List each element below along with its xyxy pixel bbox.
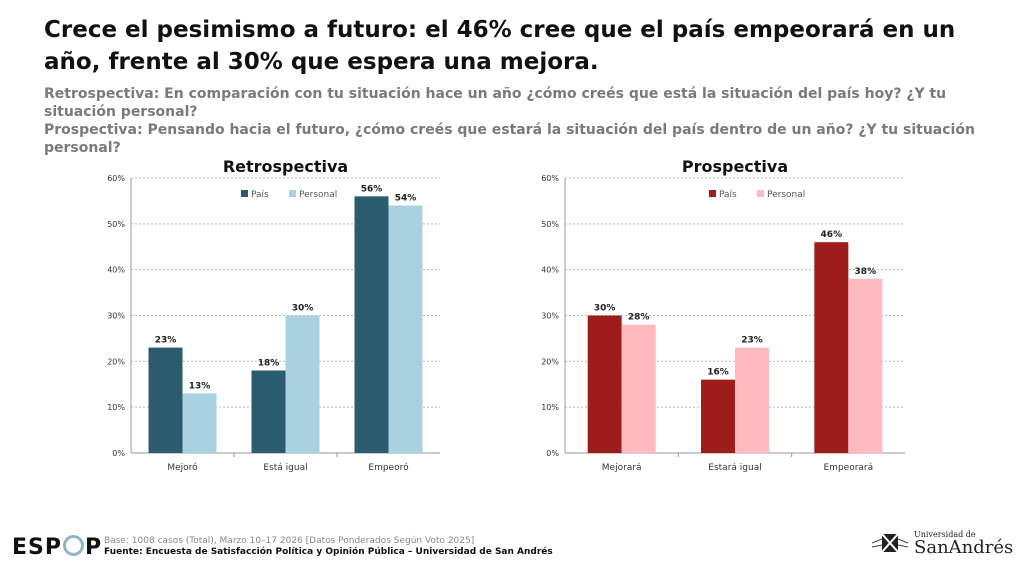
subtitle-prospective: Prospectiva: Pensando hacia el futuro, ¿… <box>44 122 975 156</box>
bar-país <box>148 347 183 453</box>
data-label: 56% <box>361 184 383 194</box>
page-title: Crece el pesimismo a futuro: el 46% cree… <box>44 17 956 75</box>
legend-label: Personal <box>299 190 337 200</box>
data-label: 13% <box>189 381 211 391</box>
bar-personal <box>848 278 883 453</box>
y-tick-label: 50% <box>107 220 125 229</box>
data-label: 28% <box>628 313 650 323</box>
legend-label: Personal <box>767 190 805 200</box>
legend-swatch <box>757 190 764 197</box>
x-tick-label: Mejoró <box>167 462 198 473</box>
data-label: 16% <box>707 368 729 378</box>
x-tick-label: Empeoró <box>368 462 409 473</box>
shield-icon <box>871 532 909 553</box>
bar-personal <box>285 315 320 453</box>
subtitle-retrospective: Retrospectiva: En comparación con tu sit… <box>44 86 947 120</box>
chart-title: Prospectiva <box>682 157 788 176</box>
legend-swatch <box>709 190 716 197</box>
x-tick-label: Estará igual <box>708 463 761 473</box>
chart-prospectiva: Prospectiva 0% 10% 20% 30% 40% 50% 60% Mejorará 3… <box>541 157 905 473</box>
data-label: 54% <box>395 194 417 204</box>
data-label: 46% <box>821 230 843 240</box>
y-tick-label: 40% <box>541 266 559 275</box>
bar-personal <box>735 347 769 453</box>
data-label: 23% <box>741 336 763 346</box>
bar-país <box>814 242 849 453</box>
logo-text-bottom: SanAndrés <box>914 537 1014 558</box>
footer-base: Base: 1008 casos (Total), Marzo 10–17 20… <box>104 536 475 546</box>
data-label: 18% <box>258 359 280 369</box>
legend-swatch <box>289 190 296 197</box>
y-tick-label: 10% <box>107 403 125 412</box>
chart-retrospectiva: Retrospectiva 0% 10% 20% 30% 40% 50% 60% Mejoró 2… <box>107 157 440 473</box>
legend-swatch <box>241 190 248 197</box>
y-tick-label: 10% <box>541 403 559 412</box>
y-tick-label: 60% <box>107 174 125 183</box>
espop-logo: ESP P <box>12 535 103 560</box>
bar-país <box>251 370 286 453</box>
bar-personal <box>621 324 656 453</box>
data-label: 23% <box>155 336 177 346</box>
y-tick-label: 30% <box>107 312 125 321</box>
x-tick-label: Empeorará <box>824 463 874 473</box>
bar-país <box>354 196 389 454</box>
bar-país <box>587 315 622 453</box>
y-tick-label: 60% <box>541 174 559 183</box>
bar-país <box>701 379 735 453</box>
y-tick-label: 40% <box>107 266 125 275</box>
y-tick-label: 30% <box>541 312 559 321</box>
bar-personal <box>182 393 217 453</box>
data-label: 30% <box>594 304 616 314</box>
legend-label: País <box>719 190 737 200</box>
x-tick-label: Mejorará <box>602 463 642 473</box>
y-tick-label: 50% <box>541 220 559 229</box>
data-label: 30% <box>292 304 314 314</box>
data-label: 38% <box>855 267 877 277</box>
logo-text-top: Universidad de <box>914 530 976 539</box>
universidad-logo: Universidad de SanAndrés <box>870 530 1013 557</box>
y-tick-label: 20% <box>541 357 559 366</box>
y-tick-label: 0% <box>112 449 125 458</box>
chart-title: Retrospectiva <box>223 157 348 176</box>
x-tick-label: Está igual <box>263 463 307 473</box>
y-tick-label: 0% <box>546 449 559 458</box>
footer-source: Fuente: Encuesta de Satisfacción Polític… <box>104 547 553 557</box>
legend-label: País <box>251 190 269 200</box>
y-tick-label: 20% <box>107 357 125 366</box>
bar-personal <box>388 205 423 453</box>
